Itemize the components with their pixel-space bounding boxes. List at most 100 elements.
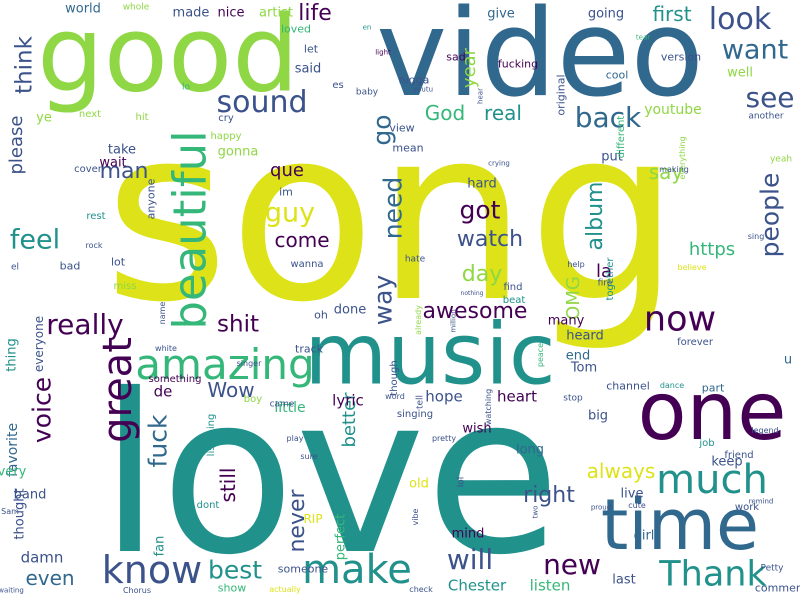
word-always: always (586, 459, 656, 483)
word-guy: guy (264, 197, 316, 229)
word-comment: comment (754, 581, 800, 595)
word-gonna: gonna (217, 144, 259, 160)
word-next: next (78, 109, 102, 120)
word-let: let (303, 42, 319, 56)
word-chorus: Chorus (122, 586, 152, 595)
word-singer: singer (236, 359, 262, 368)
word-la: la (595, 261, 613, 282)
word-lyric: lyric (332, 391, 364, 410)
word-damn: damn (20, 548, 64, 567)
word-crying: crying (488, 159, 510, 168)
word-something: something (148, 374, 202, 385)
word-great: great (95, 337, 141, 443)
word-really: really (46, 308, 124, 341)
word-say: say (648, 160, 684, 184)
word-many: many (547, 313, 585, 329)
word-voice: voice (27, 376, 57, 444)
word-sam: Sam (1, 507, 19, 516)
word-everyone: everyone (32, 315, 46, 373)
word-think: think (11, 36, 38, 94)
word-vibe: vibe (411, 508, 420, 526)
word-day: day (461, 262, 503, 287)
word-rock: rock (85, 241, 103, 250)
word-nothing: nothing (460, 290, 484, 297)
word-much: much (656, 457, 768, 503)
word-sound: sound (216, 85, 308, 120)
word-stop: stop (563, 393, 583, 404)
word-perfect: perfect (333, 513, 349, 561)
word-sing: sing (747, 232, 765, 241)
word-artist: artist (259, 5, 293, 21)
word-el: el (10, 262, 20, 273)
word-well: well (727, 65, 753, 81)
word-singing: singing (396, 409, 434, 420)
word-hope: hope (425, 387, 463, 406)
word-help: help (567, 260, 585, 269)
word-heart: heart (497, 387, 537, 406)
word-awesome: awesome (422, 299, 528, 324)
word-come: come (274, 228, 330, 252)
word-someone: someone (277, 562, 329, 576)
word-waiting: waiting (0, 586, 24, 595)
word-actually: actually (269, 585, 301, 594)
word-different: different (616, 115, 627, 159)
word-good: good (37, 0, 299, 116)
word-amazing: amazing (135, 340, 315, 389)
word-got: got (459, 195, 501, 225)
word-oh: oh (314, 308, 328, 322)
word-track: track (295, 342, 323, 356)
word-done: done (333, 302, 367, 318)
word-wait: wait (99, 155, 127, 171)
word-girl: girl (633, 528, 655, 544)
word-peace: peace (536, 342, 545, 368)
word-will: will (446, 543, 494, 576)
word-please: please (6, 115, 27, 175)
word-en: en (362, 23, 372, 32)
word-rest: rest (86, 211, 106, 222)
word-hate: hate (404, 254, 426, 265)
word-lot: lot (110, 255, 126, 269)
word-fucking: fucking (497, 57, 539, 71)
word-take: take (107, 142, 137, 158)
word-back: back (574, 101, 642, 134)
word-little: little (274, 400, 306, 416)
word-band: band (13, 487, 47, 503)
word-god: God (424, 101, 466, 125)
word-job: job (699, 438, 715, 449)
word-ye: ye (36, 110, 52, 126)
word-cry: cry (218, 113, 234, 124)
word-anyone: anyone (144, 178, 158, 220)
word-even: even (25, 566, 75, 590)
word-wish: wish (462, 421, 492, 437)
word-hard: hard (467, 176, 497, 192)
word-dont: dont (196, 500, 220, 511)
word-proud: proud (590, 503, 612, 512)
word-yeah: yeah (769, 154, 793, 165)
word-old: old (409, 476, 429, 492)
word-feel: feel (9, 224, 61, 256)
word-album: album (583, 181, 608, 251)
word-boy: boy (243, 394, 263, 405)
word-miss: miss (113, 281, 137, 292)
word-remind: remind (748, 497, 774, 506)
word-want: want (721, 34, 789, 66)
word-last: last (612, 572, 636, 588)
word-light: light (375, 48, 391, 57)
word-sad: sad (446, 50, 466, 64)
word-original: original (554, 74, 568, 116)
word-watch: watch (456, 227, 524, 252)
word-going: going (587, 6, 625, 22)
word-cute: cute (628, 501, 646, 510)
word-baby: baby (355, 87, 379, 98)
word-play: play (286, 434, 304, 443)
word-cover: cover (74, 164, 102, 175)
word-time: time (600, 484, 760, 566)
word-came: came (269, 399, 295, 410)
word-youtu: youtu (412, 85, 434, 94)
word-forever: forever (677, 337, 713, 348)
word-look: look (708, 2, 772, 37)
word-life: life (298, 1, 332, 26)
word-word: word (385, 392, 405, 401)
word-live: live (620, 486, 644, 502)
word-listen: listen (529, 576, 571, 595)
